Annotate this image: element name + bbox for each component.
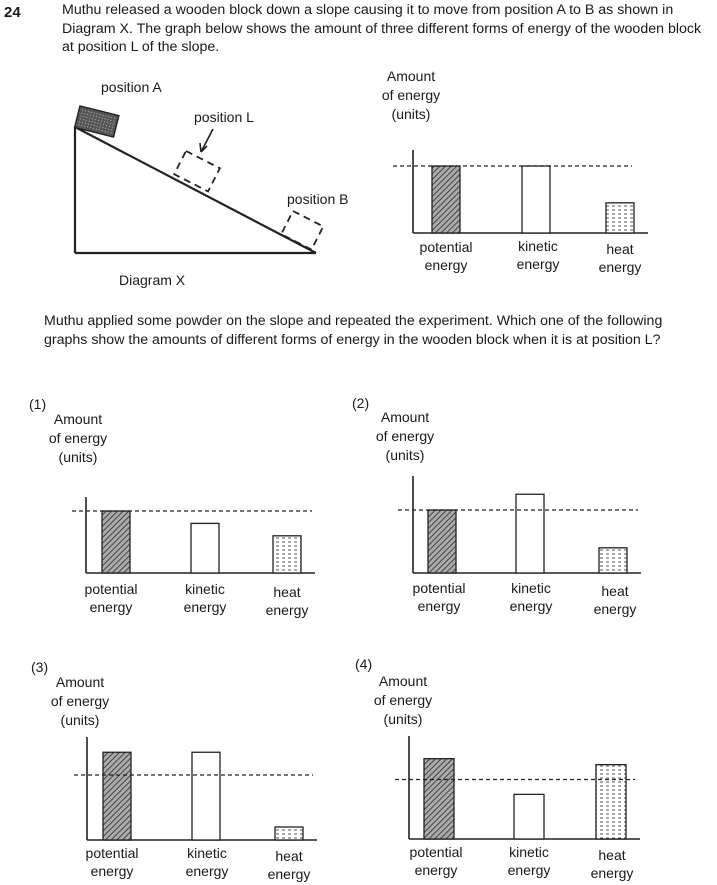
- option-1-kinetic-label: kinetic energy: [183, 581, 227, 615]
- question-followup: Muthu applied some powder on the slope a…: [44, 313, 663, 348]
- potential-energy-bar: [102, 751, 132, 841]
- potential-energy-bar: [423, 758, 455, 840]
- heat-energy-bar: [272, 535, 302, 574]
- question-stem: Muthu released a wooden block down a slo…: [62, 2, 702, 55]
- position-a-label: position A: [101, 79, 162, 95]
- option-3-kinetic-label: kinetic energy: [185, 845, 229, 879]
- option-4-kinetic-label: kinetic energy: [507, 844, 551, 878]
- potential-energy-bar: [431, 165, 461, 234]
- heat-energy-bar: [598, 547, 628, 574]
- option-4-axis-label: Amount of energy (units): [373, 673, 433, 727]
- option-4-heat-label: heat energy: [590, 847, 634, 881]
- option-3-axis-label: Amount of energy (units): [50, 674, 110, 728]
- diagram-caption: Diagram X: [119, 272, 186, 288]
- option-1-label[interactable]: (1): [29, 396, 47, 412]
- heat-energy-bar: [274, 826, 304, 841]
- option-3-heat-label: heat energy: [267, 848, 311, 882]
- option-1-heat-label: heat energy: [265, 584, 309, 618]
- potential-energy-bar: [101, 510, 131, 574]
- option-1-potential-label: potential energy: [84, 581, 138, 615]
- wooden-block-position-a: [73, 105, 120, 138]
- option-2-axis-label: Amount of energy (units): [375, 409, 435, 463]
- wooden-block-position-b: [279, 209, 325, 251]
- reference-heat-label: heat energy: [598, 241, 642, 275]
- wooden-block-position-l: [172, 149, 222, 193]
- kinetic-energy-bar: [521, 165, 551, 234]
- kinetic-energy-bar: [191, 751, 221, 841]
- potential-energy-bar: [427, 509, 457, 574]
- option-2-kinetic-label: kinetic energy: [509, 580, 553, 614]
- option-3-label[interactable]: (3): [31, 659, 49, 675]
- option-2-label[interactable]: (2): [352, 395, 370, 411]
- arrow-icon: [199, 128, 214, 153]
- option-2-heat-label: heat energy: [593, 583, 637, 617]
- heat-energy-bar: [595, 763, 627, 840]
- option-3-potential-label: potential energy: [85, 845, 139, 879]
- kinetic-energy-bar: [513, 793, 545, 840]
- heat-energy-bar: [605, 202, 635, 234]
- option-1-axis-label: Amount of energy (units): [48, 411, 108, 465]
- question-number: 24: [4, 4, 21, 21]
- kinetic-energy-bar: [190, 522, 220, 574]
- option-4-label[interactable]: (4): [355, 656, 373, 672]
- kinetic-energy-bar: [515, 493, 545, 574]
- reference-potential-label: potential energy: [419, 239, 473, 273]
- slope: [73, 126, 317, 255]
- option-2-potential-label: potential energy: [412, 580, 466, 614]
- reference-chart-axis-label: Amount of energy (units): [381, 68, 441, 122]
- option-4-potential-label: potential energy: [409, 844, 463, 878]
- position-l-label: position L: [194, 109, 254, 125]
- position-b-label: position B: [287, 191, 349, 207]
- reference-kinetic-label: kinetic energy: [516, 238, 560, 272]
